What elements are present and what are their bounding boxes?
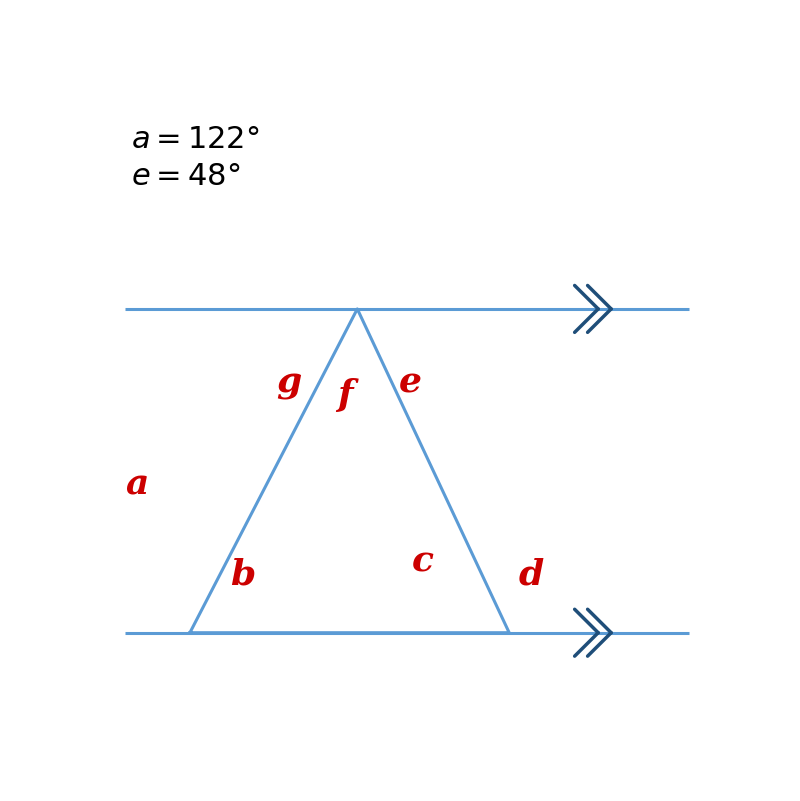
Text: g: g xyxy=(277,366,302,400)
Text: $a = 122°$: $a = 122°$ xyxy=(131,124,259,155)
Text: d: d xyxy=(518,557,543,591)
Text: a: a xyxy=(126,468,149,501)
Text: $e = 48°$: $e = 48°$ xyxy=(131,161,240,191)
Text: e: e xyxy=(398,366,422,400)
Text: b: b xyxy=(230,557,255,591)
Text: f: f xyxy=(337,378,353,413)
Text: c: c xyxy=(411,545,434,579)
